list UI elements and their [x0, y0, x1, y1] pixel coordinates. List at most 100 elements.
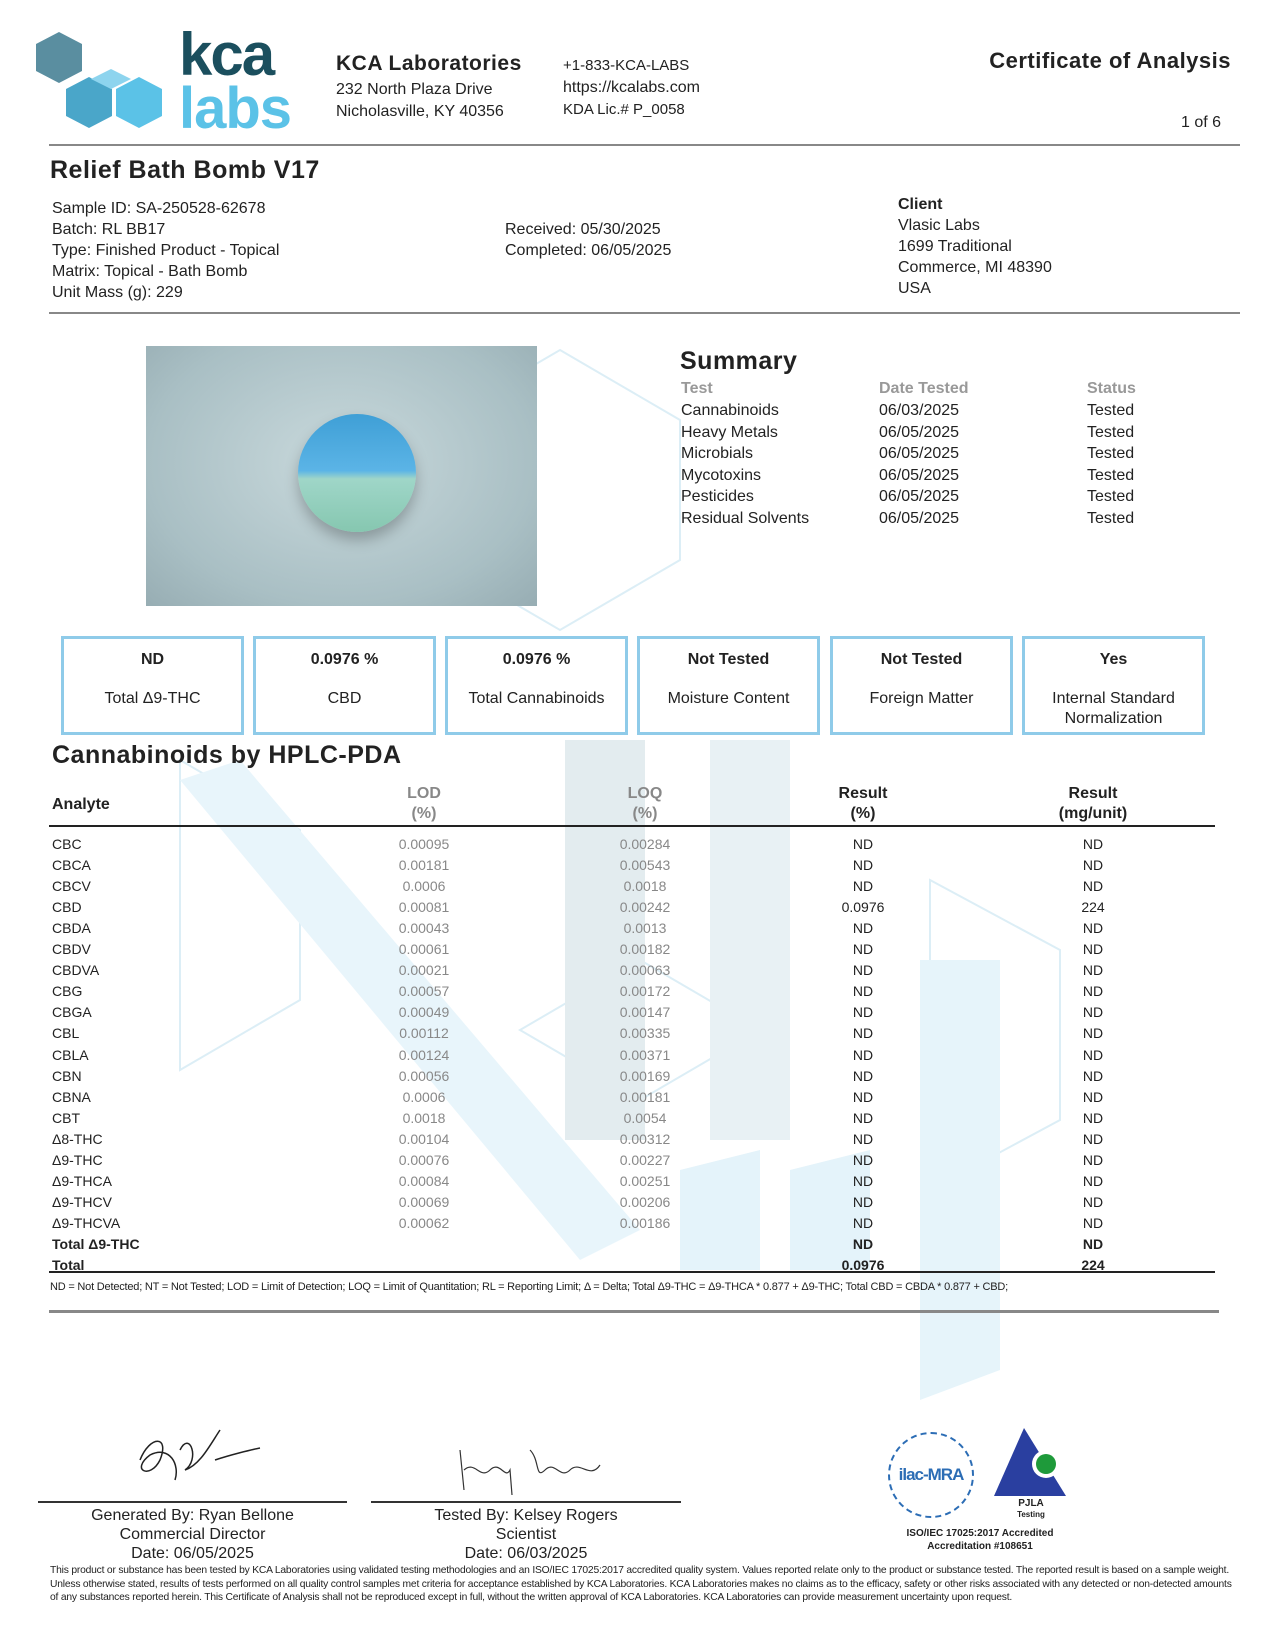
table-row: Δ8-THC 0.00104 0.00312 ND ND	[52, 1131, 1215, 1152]
summary-header: Status	[1087, 380, 1136, 397]
pjla-triangle-icon	[994, 1428, 1066, 1496]
cell-a: CBG	[52, 983, 83, 1000]
cell-loq: 0.00227	[619, 1151, 671, 1168]
cell-r1: ND	[852, 1004, 874, 1021]
table-row: CBDV 0.00061 0.00182 ND ND	[52, 941, 1215, 962]
table-row: Δ9-THCA 0.00084 0.00251 ND ND	[52, 1173, 1215, 1194]
box-value: Yes	[1099, 651, 1128, 668]
cell-r2: ND	[1082, 1088, 1104, 1105]
cell-r1: ND	[852, 1214, 874, 1231]
lab-address-2: Nicholasville, KY 40356	[336, 103, 504, 120]
table-row: CBNA 0.0006 0.00181 ND ND	[52, 1089, 1215, 1110]
table-row: Δ9-THCV 0.00069 0.00206 ND ND	[52, 1194, 1215, 1215]
cell-lod: 0.00056	[398, 1067, 450, 1084]
cell-r2: ND	[1082, 1109, 1104, 1126]
cell-lod: 0.00112	[399, 1025, 449, 1042]
cell-r1: ND	[852, 962, 874, 979]
table-row: CBGA 0.00049 0.00147 ND ND	[52, 1004, 1215, 1025]
table-row: CBCA 0.00181 0.00543 ND ND	[52, 857, 1215, 878]
cell-r2: 224	[1081, 1257, 1105, 1273]
cell-loq: 0.0018	[623, 878, 667, 895]
cell-loq: 0.00251	[619, 1172, 671, 1189]
cell-loq: 0.00284	[619, 836, 671, 852]
summary-box: Not Tested Foreign Matter	[830, 636, 1013, 735]
cell-r2: ND	[1082, 920, 1104, 937]
cell-r1: ND	[852, 941, 874, 958]
document-title: Certificate of Analysis	[989, 48, 1231, 73]
sample-type: Type: Finished Product - Topical	[52, 242, 280, 259]
cell-r1: ND	[852, 1172, 874, 1189]
cell-lod: 0.00069	[398, 1193, 450, 1210]
cell-r1: ND	[852, 1151, 874, 1168]
cell-a: CBCV	[52, 878, 91, 895]
cell-lod: 0.0018	[402, 1109, 446, 1126]
summary-box: Not Tested Moisture Content	[637, 636, 820, 735]
cell-r2: ND	[1082, 941, 1104, 958]
sample-dates: Received: 05/30/2025 Completed: 06/05/20…	[505, 219, 671, 261]
col-lod: LOD (%)	[407, 785, 441, 822]
table-row: CBC 0.00095 0.00284 ND ND	[52, 836, 1215, 857]
lab-phone: +1-833-KCA-LABS	[563, 57, 690, 74]
cell-a: Δ9-THC	[52, 1151, 103, 1168]
cell-a: CBN	[52, 1067, 82, 1084]
cell-lod: 0.0006	[402, 1088, 446, 1105]
cell-a: CBGA	[52, 1004, 92, 1021]
cell-lod: 0.00062	[398, 1214, 450, 1231]
cell-r2: ND	[1082, 1130, 1104, 1147]
summary-cell: 06/05/2025	[879, 510, 960, 527]
cell-a: CBC	[52, 836, 82, 852]
cell-r2: ND	[1082, 1004, 1104, 1021]
table-row: Total Δ9-THC ND ND	[52, 1236, 1215, 1257]
summary-box: Yes Internal Standard Normalization	[1022, 636, 1205, 735]
cell-r1: 0.0976	[841, 1257, 885, 1273]
ilac-mra-text: ilac-MRA	[898, 1465, 965, 1484]
table-row: CBDVA 0.00021 0.00063 ND ND	[52, 962, 1215, 983]
sample-name: Relief Bath Bomb V17	[50, 156, 320, 184]
cell-r1: ND	[852, 1046, 874, 1063]
summary-header: Date Tested	[879, 380, 969, 397]
table-row: CBN 0.00056 0.00169 ND ND	[52, 1068, 1215, 1089]
cell-a: Δ9-THCA	[52, 1172, 112, 1189]
box-value: Not Tested	[880, 651, 963, 668]
cell-lod: 0.00181	[398, 857, 450, 874]
lab-name: KCA Laboratories	[336, 52, 522, 75]
summary-cell: Cannabinoids	[681, 402, 779, 419]
signature-ryan-bellone	[139, 1429, 261, 1481]
summary-cell: Mycotoxins	[681, 466, 762, 484]
footnote-divider	[49, 1310, 1219, 1313]
summary-cell: Residual Solvents	[681, 510, 810, 527]
cell-a: CBDV	[52, 941, 91, 958]
table-row: CBLA 0.00124 0.00371 ND ND	[52, 1047, 1215, 1068]
box-label: CBD	[327, 690, 362, 707]
cell-r1: ND	[852, 1025, 874, 1042]
cell-r2: ND	[1082, 1046, 1104, 1063]
cell-r1: ND	[852, 1088, 874, 1105]
table-row: CBL 0.00112 0.00335 ND ND	[52, 1025, 1215, 1046]
table-footnote: ND = Not Detected; NT = Not Tested; LOD …	[50, 1281, 1009, 1293]
cell-r2: ND	[1082, 1172, 1104, 1189]
cell-r2: ND	[1082, 1151, 1104, 1168]
summary-cell: Tested	[1087, 510, 1135, 527]
kca-logo: kca labs	[31, 25, 306, 138]
signature-kelsey-rogers	[459, 1449, 601, 1496]
table-row: CBDA 0.00043 0.0013 ND ND	[52, 920, 1215, 941]
cell-a: CBNA	[52, 1088, 91, 1105]
cell-a: CBT	[52, 1109, 80, 1126]
lab-website[interactable]: https://kcalabs.com	[563, 79, 700, 96]
table-header-rule	[49, 825, 1215, 827]
page-number: 1 of 6	[1180, 114, 1221, 131]
cell-lod: 0.00084	[398, 1172, 450, 1189]
box-label: Moisture Content	[667, 690, 790, 707]
cell-r1: ND	[852, 1235, 874, 1252]
summary-cell: Pesticides	[681, 488, 754, 506]
received-date: Received: 05/30/2025	[505, 221, 661, 238]
box-label: Total Cannabinoids	[468, 690, 605, 707]
summary-cell: 06/05/2025	[879, 466, 960, 484]
cell-a: Δ9-THCV	[52, 1193, 112, 1210]
summary-cell: Tested	[1087, 445, 1135, 463]
signature-block: Tested By: Kelsey Rogers Scientist Date: 0…	[371, 1501, 681, 1563]
cell-a: Total Δ9-THC	[52, 1235, 140, 1252]
summary-cell: Tested	[1087, 488, 1135, 506]
cell-lod: 0.00049	[398, 1004, 450, 1021]
cell-r2: ND	[1082, 1025, 1104, 1042]
